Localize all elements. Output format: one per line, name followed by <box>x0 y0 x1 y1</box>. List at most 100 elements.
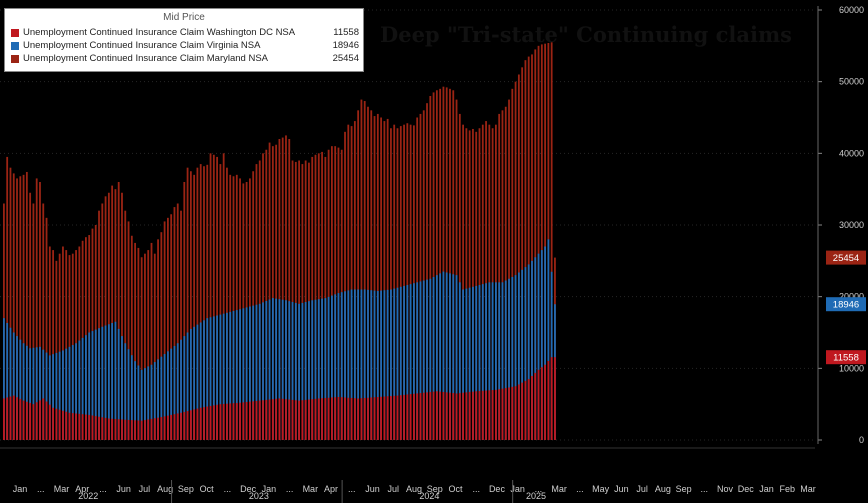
bar <box>396 287 399 440</box>
bar <box>226 312 228 440</box>
bar <box>75 343 77 440</box>
bar <box>107 418 110 440</box>
bar <box>78 413 81 440</box>
bar <box>481 124 484 441</box>
bar <box>45 401 48 440</box>
x-tick-label: ... <box>535 484 543 494</box>
bar <box>386 396 389 440</box>
bar <box>189 328 192 440</box>
bar <box>383 121 386 440</box>
bar <box>435 275 438 440</box>
bar <box>360 99 363 440</box>
bar <box>127 221 130 440</box>
bar <box>334 294 337 440</box>
bar <box>245 402 248 440</box>
bar <box>475 285 478 440</box>
bar <box>511 276 514 440</box>
bar <box>554 357 556 440</box>
bar <box>29 348 32 440</box>
x-tick-label: ... <box>348 484 356 494</box>
x-tick-label: Mar <box>54 484 70 494</box>
bar <box>150 418 153 440</box>
bar <box>508 387 510 440</box>
bar <box>524 380 527 441</box>
bar <box>150 364 153 440</box>
x-tick-label: ... <box>286 484 294 494</box>
bar <box>45 352 48 440</box>
bar <box>291 399 294 440</box>
bar <box>278 139 281 440</box>
bar <box>124 343 127 440</box>
bar <box>285 399 287 440</box>
bar <box>501 282 504 440</box>
bar <box>32 347 35 440</box>
bar <box>547 239 550 440</box>
bar <box>347 290 350 440</box>
bar <box>216 156 218 441</box>
bar <box>180 412 182 440</box>
bar <box>22 343 25 440</box>
bar <box>321 298 323 440</box>
bar <box>527 379 530 440</box>
bar <box>465 392 468 440</box>
bar <box>531 375 533 440</box>
bar <box>265 399 268 440</box>
bar <box>114 418 117 440</box>
bar <box>298 400 300 440</box>
year-label: 2024 <box>419 491 439 501</box>
bar <box>160 232 163 440</box>
bar <box>222 313 225 440</box>
bar <box>186 167 189 441</box>
bar <box>209 153 212 440</box>
bar <box>344 397 346 440</box>
bar <box>35 347 38 440</box>
bar <box>517 74 520 440</box>
bar <box>144 253 146 440</box>
x-tick-label: Feb <box>780 484 796 494</box>
bar <box>514 386 517 440</box>
bar <box>281 299 284 440</box>
bar <box>9 167 12 441</box>
bar <box>311 156 314 441</box>
bar <box>206 318 209 440</box>
bar <box>183 182 186 440</box>
bar <box>406 394 409 440</box>
bar <box>25 345 28 440</box>
bar <box>278 398 281 440</box>
bar <box>275 298 278 440</box>
bar <box>268 399 271 440</box>
x-tick-label: Jan <box>759 484 774 494</box>
bar <box>491 390 494 440</box>
bar <box>317 299 320 440</box>
bar <box>294 400 297 440</box>
bar <box>462 392 464 440</box>
bar <box>498 389 501 440</box>
bar <box>301 400 304 440</box>
bar <box>121 419 123 440</box>
bar <box>32 203 35 440</box>
bar <box>501 110 504 440</box>
bar <box>504 280 507 440</box>
bar <box>85 335 87 440</box>
bar <box>170 348 173 441</box>
bar <box>104 325 107 440</box>
bar <box>252 305 255 441</box>
bar <box>383 396 386 440</box>
bar <box>193 326 196 440</box>
bar <box>29 192 32 440</box>
bar <box>127 349 130 440</box>
bar <box>462 124 464 441</box>
bar <box>111 185 114 440</box>
bar <box>413 125 415 440</box>
bar <box>383 290 386 440</box>
bar <box>439 391 442 441</box>
bar <box>465 128 468 440</box>
bar <box>88 332 91 440</box>
value-badge <box>826 250 866 265</box>
bar <box>258 400 261 440</box>
bar <box>275 144 278 441</box>
bar <box>144 420 146 440</box>
bar <box>25 171 28 440</box>
bar <box>373 397 376 440</box>
